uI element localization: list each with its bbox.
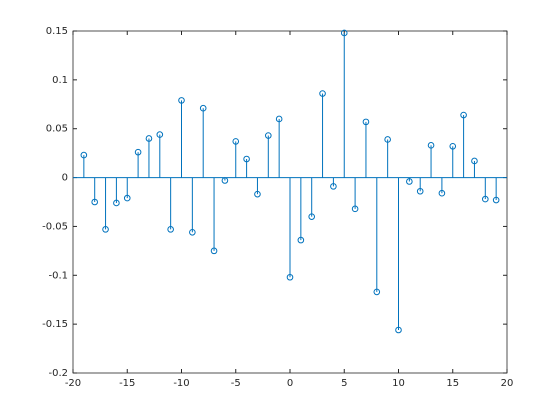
stem-marker [340,29,348,37]
stem-marker [275,115,283,123]
y-tick-label: 0 [62,173,68,184]
x-tick-label: 20 [501,378,514,389]
stem-marker [167,226,174,233]
stem-marker [395,326,402,334]
stem-marker [178,97,185,104]
stem-marker [254,190,261,198]
stem-marker [449,143,457,150]
x-tick-label: 5 [341,378,347,389]
stem-marker [308,213,316,220]
stem-marker [286,273,294,281]
stem-marker [471,157,478,165]
y-tick-label: 0.05 [46,124,68,135]
stem-marker [492,196,500,204]
stem-marker [243,155,250,163]
stem-marker [373,288,381,296]
stem-marker [221,177,229,184]
y-tick-label: -0.1 [48,270,68,281]
x-tick-label: -5 [231,378,241,389]
stem-marker [297,236,305,244]
stem-marker [145,135,153,142]
stem-marker [319,90,326,97]
stem-marker [406,178,413,185]
x-tick-label: -20 [65,378,81,389]
x-tick-label: 15 [446,378,459,389]
stem-marker [113,199,120,207]
stem-marker [362,118,370,126]
x-tick-label: 10 [392,378,405,389]
y-tick-label: -0.05 [42,221,68,232]
stem-marker [384,136,391,143]
stem-marker [232,138,240,145]
stem-marker [351,205,359,213]
stem-marker [330,183,337,190]
stem-marker [199,104,207,112]
stem-marker [156,131,164,138]
axes-box [72,30,508,374]
y-tick-label: 0.1 [52,75,68,86]
stem-marker [265,132,272,139]
stem-marker [416,187,424,195]
y-tick-label: 0.15 [46,26,68,37]
stem-marker [460,111,467,119]
x-tick-label: -10 [173,378,189,389]
y-tick-label: -0.15 [42,319,68,330]
stem-marker [134,148,142,156]
stem-marker [210,247,218,255]
stem-marker [102,226,109,233]
stem-marker [123,194,131,202]
stem-marker [427,142,435,149]
stem-marker [189,228,196,236]
x-tick-label: -15 [119,378,135,389]
stem-marker [80,151,88,159]
stem-marker [438,189,446,197]
y-tick-label: -0.2 [48,368,68,379]
stem-marker [482,195,489,203]
stem-marker [91,198,98,206]
x-tick-label: 0 [287,378,293,389]
